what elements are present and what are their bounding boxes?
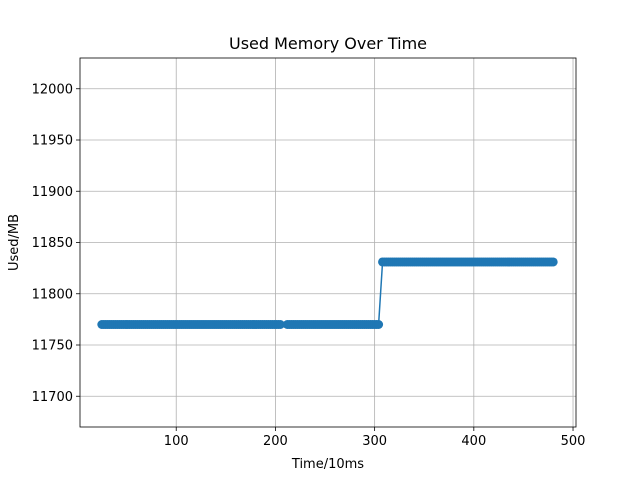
y-tick-label: 11900 <box>32 185 73 200</box>
x-axis-label: Time/10ms <box>291 457 364 472</box>
x-tick-label: 500 <box>561 434 586 449</box>
y-tick-label: 11700 <box>32 390 73 405</box>
y-tick-label: 11750 <box>32 339 73 354</box>
grid <box>80 58 576 427</box>
data-point <box>275 320 285 329</box>
data-point <box>548 257 558 267</box>
y-tick-label: 11950 <box>32 134 73 149</box>
axis-ticks: 100 200 300 400 500 11700 11750 11800 11850 11900… <box>32 82 586 449</box>
data-series <box>97 257 558 329</box>
x-tick-label: 400 <box>461 434 486 449</box>
x-tick-label: 100 <box>164 434 189 449</box>
y-tick-label: 11850 <box>32 236 73 251</box>
data-point <box>374 320 384 329</box>
y-tick-label: 11800 <box>32 287 73 302</box>
y-axis-label: Used/MB <box>7 214 22 271</box>
x-tick-label: 200 <box>263 434 288 449</box>
x-tick-label: 300 <box>362 434 387 449</box>
y-tick-label: 12000 <box>32 82 73 97</box>
chart-title: Used Memory Over Time <box>229 34 427 53</box>
